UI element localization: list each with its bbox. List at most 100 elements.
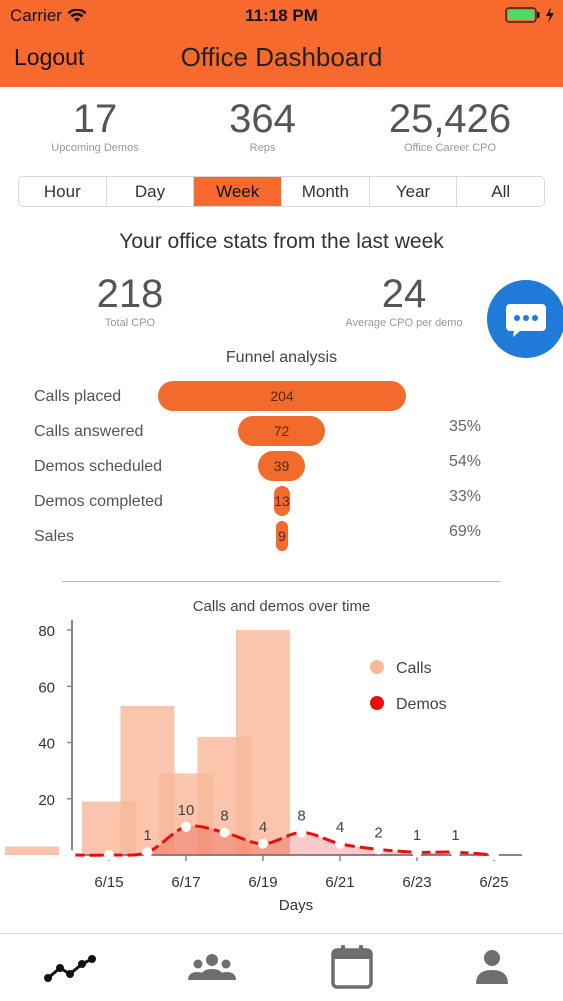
page-title: Office Dashboard bbox=[180, 42, 383, 72]
kpi-value: 364 bbox=[229, 97, 296, 141]
demos-point bbox=[296, 827, 307, 838]
tab-calendar[interactable] bbox=[322, 944, 382, 989]
legend-demos-marker bbox=[370, 696, 384, 710]
funnel-bar: 9 bbox=[276, 521, 288, 551]
demos-point bbox=[335, 838, 345, 849]
demos-data-label: 10 bbox=[178, 802, 195, 819]
x-tick-label: 6/17 bbox=[171, 874, 200, 891]
demos-point bbox=[373, 844, 384, 855]
funnel-row: Demos scheduled 39 54% bbox=[0, 451, 563, 483]
section-divider bbox=[62, 581, 501, 582]
x-tick-label: 6/19 bbox=[248, 874, 277, 891]
demos-data-label: 2 bbox=[374, 824, 382, 841]
demos-point bbox=[142, 847, 153, 858]
funnel-row: Calls answered 72 35% bbox=[0, 416, 563, 448]
chat-button[interactable] bbox=[487, 280, 563, 358]
kpi-value: 25,426 bbox=[388, 97, 512, 141]
y-tick-label: 80 bbox=[38, 623, 55, 640]
legend-demos-label: Demos bbox=[396, 696, 447, 713]
period-hour[interactable]: Hour bbox=[19, 177, 107, 206]
demos-area bbox=[70, 825, 494, 856]
demos-point bbox=[219, 827, 230, 838]
calls-bar bbox=[236, 630, 290, 855]
period-day[interactable]: Day bbox=[107, 177, 195, 206]
stat-value: 218 bbox=[96, 272, 164, 316]
stat-average-cpo: 24 Average CPO per demo bbox=[334, 271, 474, 329]
funnel-label: Demos completed bbox=[34, 493, 163, 510]
x-tick-label: 6/15 bbox=[94, 874, 123, 891]
group-icon bbox=[188, 954, 236, 980]
funnel-row: Demos completed 13 33% bbox=[0, 486, 563, 518]
period-year[interactable]: Year bbox=[370, 177, 458, 206]
funnel-title: Funnel analysis bbox=[225, 349, 338, 366]
tab-bar bbox=[0, 933, 563, 1001]
trend-line-icon bbox=[44, 955, 96, 982]
kpi-value: 17 bbox=[72, 97, 118, 141]
demos-point bbox=[181, 821, 191, 832]
demos-data-label: 8 bbox=[220, 808, 228, 825]
funnel-label: Sales bbox=[34, 528, 75, 545]
funnel-percent: 33% bbox=[449, 488, 482, 505]
period-month[interactable]: Month bbox=[282, 177, 370, 206]
x-tick-label: 6/21 bbox=[325, 874, 354, 891]
funnel-percent: 54% bbox=[449, 453, 482, 470]
stat-label: Total CPO bbox=[104, 317, 156, 329]
demos-point bbox=[489, 850, 499, 860]
calendar-icon bbox=[331, 945, 373, 989]
chat-bubble-icon bbox=[506, 304, 546, 337]
demos-data-label: 4 bbox=[259, 819, 267, 836]
tab-dashboard[interactable] bbox=[40, 944, 100, 989]
demos-data-label: 1 bbox=[413, 827, 421, 844]
person-icon bbox=[476, 950, 508, 984]
demos-point bbox=[412, 847, 422, 858]
period-all[interactable]: All bbox=[491, 182, 511, 201]
calls-demos-chart: 20 40 60 80 6/15 6/17 6/19 6/21 6/23 6/25 Days 1 10 8… bbox=[5, 620, 522, 914]
carrier-label: Carrier bbox=[10, 6, 62, 25]
demos-point bbox=[65, 850, 76, 860]
funnel-percent: 35% bbox=[449, 418, 482, 435]
y-tick-label: 20 bbox=[38, 792, 55, 809]
period-week[interactable]: Week bbox=[194, 177, 283, 206]
battery-icon bbox=[505, 7, 540, 23]
charging-icon bbox=[546, 7, 554, 23]
demos-data-label: 8 bbox=[297, 808, 305, 825]
y-tick-label: 40 bbox=[38, 736, 55, 753]
status-bar: Carrier 11:18 PM bbox=[0, 4, 563, 28]
stat-value: 24 bbox=[381, 272, 427, 316]
kpi-row: 17 Upcoming Demos 364 Reps 25,426 Office… bbox=[0, 96, 563, 166]
calls-bar bbox=[5, 846, 59, 855]
funnel-bar: 72 bbox=[238, 416, 325, 446]
funnel-bar: 204 bbox=[158, 381, 406, 411]
kpi-office-career-cpo: 25,426 Office Career CPO bbox=[370, 96, 530, 154]
stat-total-cpo: 218 Total CPO bbox=[80, 271, 180, 329]
status-time: 11:18 PM bbox=[245, 6, 318, 25]
funnel-label: Calls placed bbox=[34, 388, 122, 405]
funnel-bar: 39 bbox=[258, 451, 305, 481]
tab-profile[interactable] bbox=[462, 944, 522, 989]
demos-data-label: 4 bbox=[336, 819, 344, 836]
kpi-label: Office Career CPO bbox=[403, 142, 497, 154]
tab-team[interactable] bbox=[182, 944, 242, 989]
funnel-percent: 69% bbox=[449, 523, 482, 540]
stat-label: Average CPO per demo bbox=[345, 317, 463, 329]
wifi-icon bbox=[67, 9, 87, 22]
demos-data-label: 1 bbox=[451, 827, 459, 844]
demos-point bbox=[104, 850, 114, 860]
y-tick-label: 60 bbox=[38, 679, 55, 696]
kpi-reps: 364 Reps bbox=[205, 96, 320, 154]
funnel-row: Calls placed 204 bbox=[0, 381, 563, 413]
x-axis-label: Days bbox=[279, 897, 313, 914]
x-tick-label: 6/23 bbox=[402, 874, 431, 891]
demos-point bbox=[258, 838, 268, 849]
legend-calls-marker bbox=[370, 660, 384, 674]
logout-button[interactable]: Logout bbox=[14, 44, 85, 70]
chart-title: Calls and demos over time bbox=[192, 598, 371, 615]
legend-calls-label: Calls bbox=[396, 660, 432, 677]
kpi-label: Upcoming Demos bbox=[51, 142, 139, 154]
top-bar: Carrier 11:18 PM Logout Office Dashboard bbox=[0, 0, 563, 87]
x-tick-label: 6/25 bbox=[479, 874, 508, 891]
funnel-bar: 13 bbox=[274, 486, 290, 516]
stats-subheading: Your office stats from the last week bbox=[119, 230, 444, 253]
nav-bar: Logout Office Dashboard bbox=[0, 40, 563, 80]
demos-data-label: 1 bbox=[143, 827, 151, 844]
